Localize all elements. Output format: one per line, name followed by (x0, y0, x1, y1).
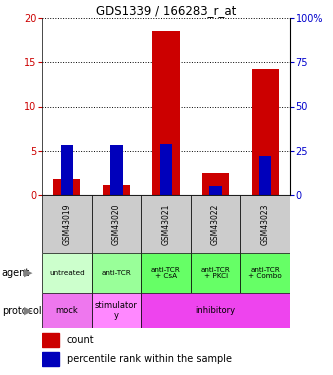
Text: GSM43019: GSM43019 (62, 203, 71, 245)
Text: anti-TCR
+ CsA: anti-TCR + CsA (151, 267, 181, 279)
Bar (42, 352, 59, 366)
Text: GSM43022: GSM43022 (211, 203, 220, 245)
Bar (42, 293, 92, 328)
Text: stimulator
y: stimulator y (95, 301, 138, 320)
Bar (42, 253, 92, 293)
Text: untreated: untreated (49, 270, 85, 276)
Bar (259, 156, 271, 195)
Bar (42, 195, 92, 253)
Bar (202, 173, 229, 195)
Bar (160, 144, 172, 195)
Text: GSM43023: GSM43023 (261, 203, 270, 245)
Text: anti-TCR
+ Combo: anti-TCR + Combo (248, 267, 282, 279)
Text: inhibitory: inhibitory (195, 306, 236, 315)
Bar (141, 195, 191, 253)
Bar (92, 253, 141, 293)
Bar (92, 195, 141, 253)
Text: anti-TCR
+ PKCi: anti-TCR + PKCi (201, 267, 230, 279)
Bar (103, 185, 130, 195)
Title: GDS1339 / 166283_r_at: GDS1339 / 166283_r_at (96, 4, 236, 17)
Bar (141, 293, 290, 328)
Bar (209, 186, 222, 195)
Text: GSM43021: GSM43021 (162, 203, 170, 245)
Text: ▶: ▶ (24, 306, 33, 315)
Bar (153, 31, 179, 195)
Bar (251, 69, 279, 195)
Bar (53, 179, 81, 195)
Bar (92, 293, 141, 328)
Bar (191, 253, 240, 293)
Text: anti-TCR: anti-TCR (102, 270, 131, 276)
Text: percentile rank within the sample: percentile rank within the sample (67, 354, 232, 364)
Text: count: count (67, 335, 95, 345)
Bar (191, 195, 240, 253)
Text: mock: mock (55, 306, 78, 315)
Text: agent: agent (2, 268, 30, 278)
Bar (110, 146, 123, 195)
Text: ▶: ▶ (24, 268, 33, 278)
Bar (42, 333, 59, 347)
Text: GSM43020: GSM43020 (112, 203, 121, 245)
Bar (141, 253, 191, 293)
Bar (61, 146, 73, 195)
Bar (240, 253, 290, 293)
Bar (240, 195, 290, 253)
Text: protocol: protocol (2, 306, 41, 315)
